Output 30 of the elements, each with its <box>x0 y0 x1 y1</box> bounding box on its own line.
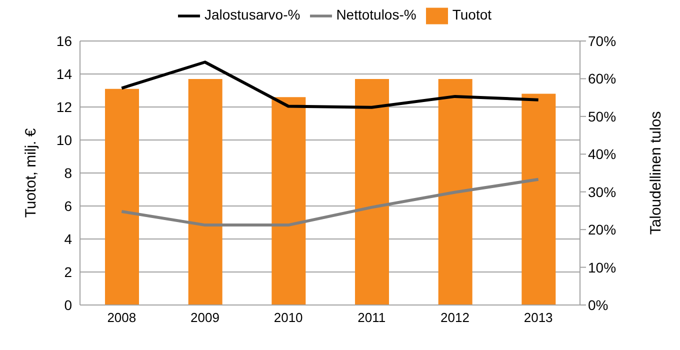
y-tick-label: 8 <box>64 164 72 181</box>
y-tick-label: 12 <box>56 98 72 115</box>
y2-tick-label: 30% <box>588 184 616 200</box>
line-series <box>120 178 540 227</box>
y2-tick-label: 50% <box>588 108 616 124</box>
y-tick-label: 10 <box>56 132 72 148</box>
x-tick-label: 2009 <box>190 310 220 326</box>
y2-tick-label: 60% <box>588 70 616 87</box>
x-tick-label: 2011 <box>358 310 386 326</box>
y2-tick-label: 70% <box>588 32 616 49</box>
x-tick-label: 2013 <box>524 310 553 326</box>
line-series <box>120 60 540 109</box>
y-axis-title: Tuotot, milj. € <box>22 128 40 218</box>
legend-label: Tuotot <box>452 6 492 23</box>
y-tick-label: 4 <box>64 230 72 247</box>
y-tick-label: 14 <box>56 66 72 82</box>
legend-label: Jalostusarvo-% <box>204 6 300 23</box>
y-tick-label: 2 <box>64 264 72 280</box>
x-tick-label: 2010 <box>274 310 303 326</box>
y2-tick-label: 10% <box>588 259 616 276</box>
y-tick-label: 16 <box>56 32 72 49</box>
y2-tick-label: 0% <box>588 296 608 313</box>
y2-tick-label: 40% <box>588 146 616 162</box>
y-tick-label: 6 <box>64 198 72 214</box>
y2-axis-title: Taloudellinen tulos <box>647 111 664 235</box>
x-tick-label: 2008 <box>107 310 136 326</box>
legend-label: Nettotulos-% <box>336 6 416 23</box>
y2-tick-label: 20% <box>588 222 616 238</box>
x-tick-label: 2012 <box>440 310 470 326</box>
y-tick-label: 0 <box>64 296 72 313</box>
